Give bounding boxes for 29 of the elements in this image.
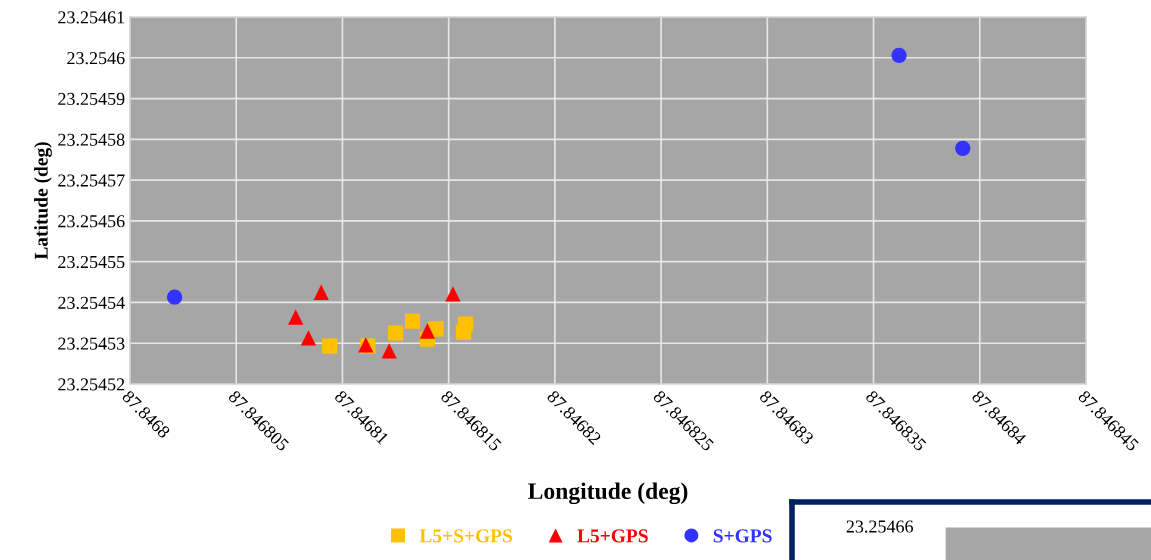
y-tick-label: 23.25458 [58,133,125,146]
y-tick-label: 23.2546 [67,52,125,65]
point [166,289,183,305]
y-tick-label: 23.25452 [58,378,125,391]
y-tick-label: 23.25455 [58,255,125,269]
legend-label: L5+GPS [577,529,648,543]
x-axis-title: Longitude (deg) [528,482,688,505]
point [387,325,404,341]
legend-label: S+GPS [713,529,772,543]
point [891,47,907,63]
y-axis-title: Latitude (deg) [34,142,52,260]
point [288,309,304,325]
point [300,330,317,346]
y-tick-label: 23.25461 [58,11,125,24]
point [322,338,338,354]
y-tick-label: 23.25456 [58,215,125,228]
point [313,284,329,300]
point [419,323,436,339]
point [455,324,472,340]
text: 23.25466 [846,520,914,533]
point [404,313,421,329]
point [955,140,971,156]
y-tick-label: 23.25454 [58,296,125,309]
point [445,286,461,302]
y-tick-label: 23.25457 [58,174,125,187]
y-tick-label: 23.25453 [58,337,125,350]
point [381,343,397,359]
y-tick-label: 23.25459 [58,92,125,106]
legend-label: L5+S+GPS [419,529,513,543]
